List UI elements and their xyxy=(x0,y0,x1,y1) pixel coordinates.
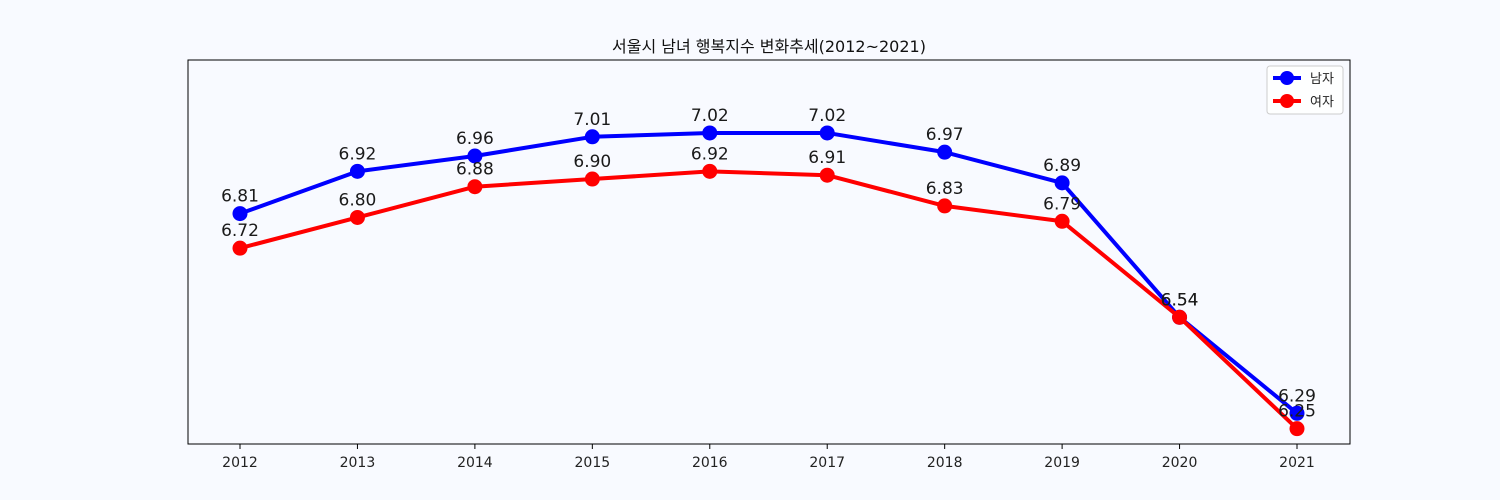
data-label: 7.02 xyxy=(808,106,846,126)
data-point xyxy=(584,171,600,187)
x-tick-label: 2019 xyxy=(1044,455,1080,471)
data-label: 6.81 xyxy=(221,187,259,207)
data-label: 6.89 xyxy=(1043,156,1081,176)
data-label: 6.92 xyxy=(339,144,377,164)
data-point xyxy=(1172,309,1188,325)
data-label: 6.88 xyxy=(456,160,494,180)
plot-frame xyxy=(187,59,1351,445)
legend-swatch-marker xyxy=(1280,71,1294,85)
data-point xyxy=(702,125,718,141)
series-line-female xyxy=(239,169,1299,431)
data-point xyxy=(702,163,718,179)
data-label: 6.72 xyxy=(221,221,259,241)
data-labels-layer: 6.81 6.92 6.96 7.01 7.02 7.02 6.97 6.89 6.54 6.29… xyxy=(221,106,1316,422)
x-tick-label: 2021 xyxy=(1279,455,1315,471)
data-point xyxy=(819,167,835,183)
data-label: 6.54 xyxy=(1161,290,1199,310)
data-point xyxy=(232,240,248,256)
data-point xyxy=(467,148,483,164)
data-label: 6.80 xyxy=(339,190,377,210)
data-point xyxy=(1054,175,1070,191)
data-point xyxy=(467,179,483,195)
data-point xyxy=(584,129,600,145)
data-label: 6.92 xyxy=(691,144,729,164)
data-label: 6.25 xyxy=(1278,402,1316,422)
x-tick-label: 2014 xyxy=(457,455,493,471)
data-label: 7.01 xyxy=(573,110,611,130)
x-tick-label: 2017 xyxy=(809,455,845,471)
data-label: 6.79 xyxy=(1043,194,1081,214)
series-line-male xyxy=(239,130,1299,415)
data-point xyxy=(1289,405,1305,421)
data-label: 6.83 xyxy=(926,179,964,199)
x-tick-label: 2020 xyxy=(1162,455,1198,471)
x-tick-label: 2016 xyxy=(692,455,728,471)
data-point xyxy=(937,198,953,214)
legend-label: 여자 xyxy=(1310,95,1334,110)
data-point xyxy=(349,163,365,179)
x-tick-label: 2013 xyxy=(340,455,376,471)
data-point xyxy=(937,144,953,160)
legend-swatch-marker xyxy=(1280,94,1294,108)
x-tick-label: 2015 xyxy=(575,455,611,471)
series-layer xyxy=(232,125,1305,437)
data-point xyxy=(819,125,835,141)
data-point xyxy=(232,206,248,222)
data-point xyxy=(1054,213,1070,229)
data-label: 7.02 xyxy=(691,106,729,126)
data-label: 6.54 xyxy=(1161,290,1199,310)
data-point xyxy=(1289,421,1305,437)
data-label: 6.29 xyxy=(1278,386,1316,406)
chart-title: 서울시 남녀 행복지수 변화추세(2012~2021) xyxy=(612,37,926,56)
data-label: 6.96 xyxy=(456,129,494,149)
data-label: 6.97 xyxy=(926,125,964,145)
x-tick-label: 2012 xyxy=(222,455,258,471)
x-tick-label: 2018 xyxy=(927,455,963,471)
data-label: 6.90 xyxy=(573,152,611,172)
x-axis: 2012 2013 2014 2015 2016 2017 2018 2019 2020 2021 xyxy=(222,444,1315,471)
legend-label: 남자 xyxy=(1310,72,1334,87)
data-point xyxy=(349,209,365,225)
data-label: 6.91 xyxy=(808,148,846,168)
